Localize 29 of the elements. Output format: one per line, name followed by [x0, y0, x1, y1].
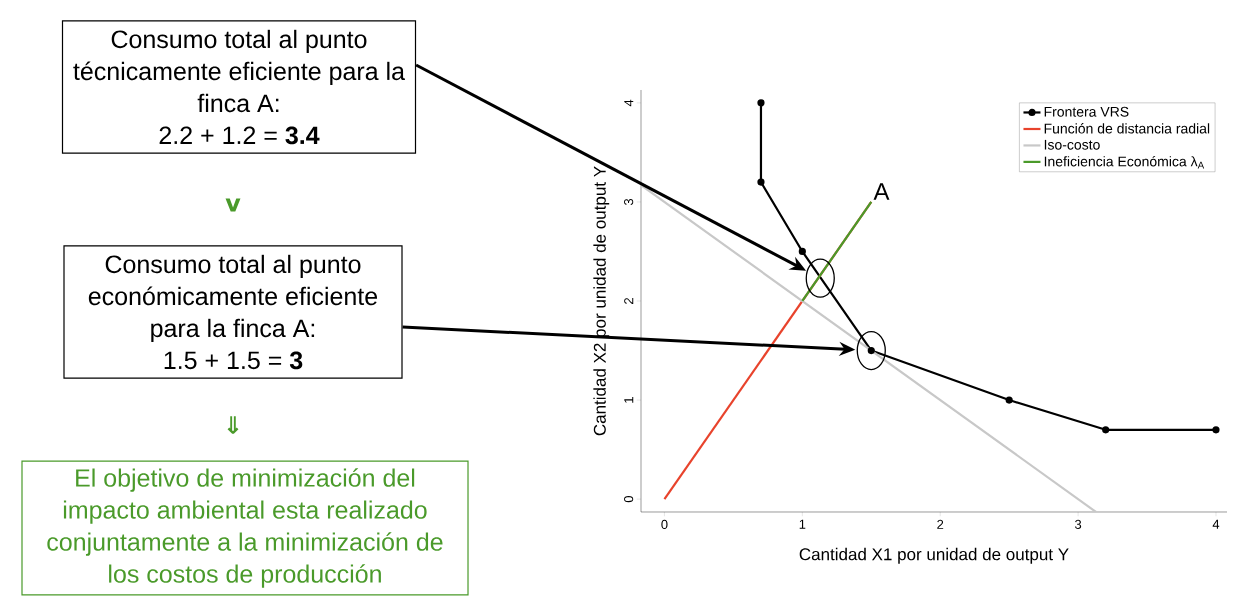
legend-label: Ineficiencia Económica λ$_{A}$ — [1044, 155, 1205, 169]
y-tick-label: 2 — [624, 298, 634, 304]
point — [1212, 426, 1220, 434]
annotation: A — [873, 183, 890, 200]
x-tick-label: 0 — [661, 519, 668, 529]
x-tick-label: 2 — [937, 519, 944, 529]
y-tick-label: 1 — [624, 397, 634, 403]
text: Consumo total al punto técnicamente eficiente para la finca A: — [73, 29, 406, 113]
y-tick-label: 3 — [624, 198, 634, 206]
x-tick-label: 1 — [799, 519, 806, 529]
text: El objetivo de minimización del impacto ambiental esta realizado conjuntamente a la minimización de los costos de producción — [47, 468, 443, 588]
text: 1.5 + 1.5 = 3 — [164, 351, 303, 370]
text: Consumo total al punto económicamente eficiente para la finca A: — [88, 254, 378, 343]
legend-label: Iso-costo — [1044, 139, 1100, 150]
point — [798, 247, 806, 256]
point — [757, 178, 765, 186]
legend-label: Frontera VRS — [1044, 106, 1129, 117]
y-tick-label: 0 — [624, 496, 634, 503]
text: ⇓ — [227, 416, 239, 434]
point — [757, 99, 765, 107]
x-axis-title: Cantidad X1 por unidad de output Y — [799, 547, 1069, 564]
y-tick-label: 4 — [624, 99, 634, 107]
x-tick-label: 4 — [1212, 519, 1220, 529]
point — [1102, 426, 1110, 434]
text: v — [225, 198, 241, 212]
text: 2.2 + 1.2 = 3.4 — [159, 126, 320, 145]
legend-label: Función de distancia radial — [1044, 123, 1210, 134]
x-tick-label: 3 — [1074, 519, 1082, 529]
point — [1005, 396, 1013, 404]
